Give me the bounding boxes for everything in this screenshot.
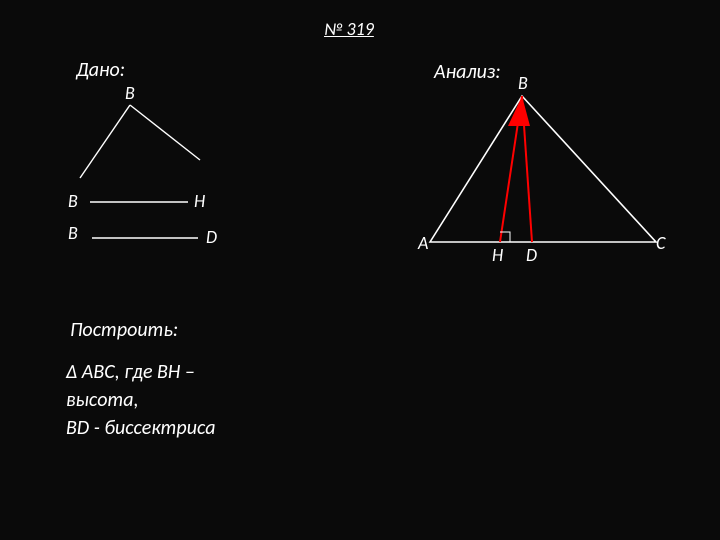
given-angle-b-label: B — [125, 82, 135, 104]
segment-bd-left-label: B — [68, 222, 78, 244]
angle-b-ray-1 — [80, 105, 130, 178]
triangle-label-d: D — [526, 244, 537, 266]
given-angle-b — [80, 105, 200, 178]
segment-bh-left-label: B — [68, 190, 78, 212]
triangle-label-h: H — [492, 244, 503, 266]
triangle-label-c: C — [656, 232, 665, 254]
geometry-canvas — [0, 0, 720, 540]
triangle-abc — [430, 96, 656, 242]
triangle-label-a: A — [418, 232, 428, 254]
segment-bd-right-label: D — [206, 226, 217, 248]
angle-b-ray-2 — [130, 105, 200, 160]
segment-bh-right-label: H — [194, 190, 205, 212]
altitude-bh — [500, 96, 522, 242]
analysis-triangle — [430, 96, 656, 242]
triangle-label-b: B — [518, 72, 528, 94]
